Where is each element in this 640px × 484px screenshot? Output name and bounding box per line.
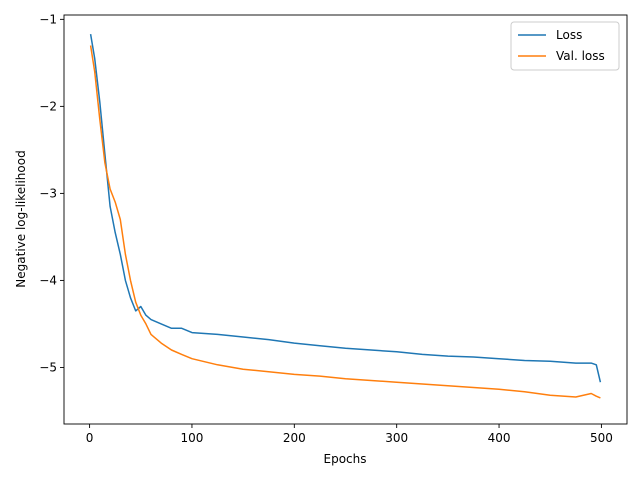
series-layer	[89, 33, 602, 399]
y-axis-label: Negative log-likelihood	[14, 150, 28, 287]
axes-frame	[63, 14, 628, 425]
legend-box	[510, 21, 620, 71]
x-tick-label: 400	[488, 431, 511, 445]
y-tick-label: −3	[39, 186, 57, 200]
y-tick-label: −1	[39, 12, 57, 26]
y-tick-label: −4	[39, 273, 57, 287]
legend-label-val-loss: Val. loss	[556, 49, 605, 63]
series-line-loss	[89, 33, 602, 383]
x-axis-label: Epochs	[324, 452, 367, 466]
legend: Loss Val. loss	[510, 21, 620, 71]
x-tick-label: 100	[181, 431, 204, 445]
legend-label-loss: Loss	[556, 28, 582, 42]
series-line-val-loss	[89, 45, 601, 399]
x-axis-ticks: 0 100 200 300 400 500	[86, 424, 613, 445]
x-tick-label: 300	[385, 431, 408, 445]
x-tick-label: 500	[590, 431, 613, 445]
y-tick-label: −5	[39, 360, 57, 374]
y-axis-ticks: −1 −2 −3 −4 −5	[39, 12, 64, 374]
x-tick-label: 200	[283, 431, 306, 445]
x-tick-label: 0	[86, 431, 94, 445]
y-tick-label: −2	[39, 99, 57, 113]
